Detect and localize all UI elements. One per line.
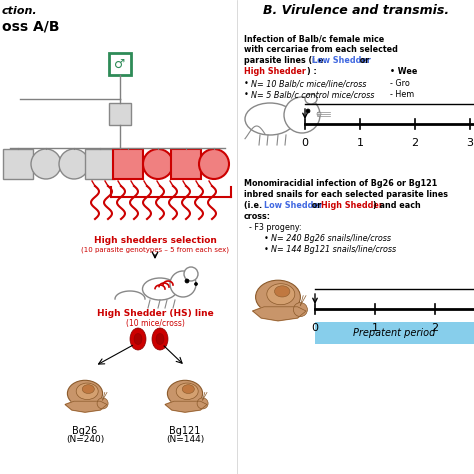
Ellipse shape: [255, 280, 301, 314]
Text: ction.: ction.: [2, 6, 37, 16]
Text: ♂: ♂: [114, 57, 126, 71]
Text: Bg26: Bg26: [73, 426, 98, 436]
Circle shape: [31, 149, 61, 179]
Text: B. Virulence and transmis.: B. Virulence and transmis.: [263, 4, 449, 17]
FancyBboxPatch shape: [315, 322, 474, 344]
FancyBboxPatch shape: [109, 53, 131, 75]
Text: Low Shedder: Low Shedder: [264, 201, 323, 210]
Ellipse shape: [167, 380, 202, 407]
Text: - Hem: - Hem: [390, 90, 414, 99]
Ellipse shape: [67, 380, 102, 407]
Polygon shape: [165, 401, 207, 412]
FancyBboxPatch shape: [85, 149, 115, 179]
Text: Monomiracidial infection of Bg26 or Bg121: Monomiracidial infection of Bg26 or Bg12…: [244, 179, 437, 188]
Circle shape: [184, 267, 198, 281]
Circle shape: [97, 398, 108, 409]
Circle shape: [194, 283, 198, 285]
Ellipse shape: [143, 278, 177, 300]
Text: inbred snails for each selected parasite lines: inbred snails for each selected parasite…: [244, 190, 448, 199]
Ellipse shape: [182, 385, 194, 393]
Text: •: •: [264, 234, 269, 243]
Text: N= 144 Bg121 snails/line/cross: N= 144 Bg121 snails/line/cross: [271, 245, 396, 254]
Text: 2: 2: [431, 323, 438, 333]
Text: (10 parasite genotypes – 5 from each sex): (10 parasite genotypes – 5 from each sex…: [81, 246, 229, 253]
Text: High Shedder (HS) line: High Shedder (HS) line: [97, 309, 213, 318]
Text: 0: 0: [311, 323, 319, 333]
Ellipse shape: [82, 385, 94, 393]
Text: parasite lines (i.e.: parasite lines (i.e.: [244, 56, 329, 65]
Circle shape: [185, 279, 189, 283]
Ellipse shape: [176, 383, 198, 400]
Text: N= 10 Balb/c mice/line/cross: N= 10 Balb/c mice/line/cross: [251, 79, 366, 88]
Text: Low Shedder: Low Shedder: [312, 56, 371, 65]
Text: ) :: ) :: [307, 67, 317, 76]
Text: cross:: cross:: [244, 212, 271, 221]
Text: with cercariae from each selected: with cercariae from each selected: [244, 45, 398, 54]
Text: •: •: [244, 79, 249, 88]
Text: N= 5 Balb/c control mice/cross: N= 5 Balb/c control mice/cross: [251, 90, 374, 99]
Text: High Shedder: High Shedder: [321, 201, 383, 210]
Circle shape: [170, 271, 196, 297]
Text: - F3 progeny:: - F3 progeny:: [249, 223, 301, 232]
Text: N= 240 Bg26 snails/line/cross: N= 240 Bg26 snails/line/cross: [271, 234, 391, 243]
Ellipse shape: [76, 383, 98, 400]
Circle shape: [317, 112, 321, 116]
Ellipse shape: [305, 94, 317, 104]
Ellipse shape: [134, 334, 142, 345]
FancyBboxPatch shape: [171, 149, 201, 179]
Text: (10 mice/cross): (10 mice/cross): [126, 319, 184, 328]
Text: •: •: [264, 245, 269, 254]
Text: (N=240): (N=240): [66, 435, 104, 444]
Text: •: •: [244, 90, 249, 99]
Text: Infection of Balb/c female mice: Infection of Balb/c female mice: [244, 34, 384, 43]
Ellipse shape: [152, 328, 168, 350]
Text: (i.e.: (i.e.: [244, 201, 265, 210]
Text: oss A/B: oss A/B: [2, 19, 60, 33]
Ellipse shape: [245, 103, 295, 135]
Text: 2: 2: [411, 138, 419, 148]
Text: High Shedder: High Shedder: [244, 67, 306, 76]
Text: - Gro: - Gro: [390, 79, 410, 88]
Circle shape: [306, 109, 310, 113]
Text: Bg121: Bg121: [169, 426, 201, 436]
FancyBboxPatch shape: [109, 103, 131, 125]
Text: 1: 1: [356, 138, 364, 148]
Text: 1: 1: [372, 323, 379, 333]
FancyBboxPatch shape: [113, 149, 143, 179]
Polygon shape: [253, 307, 306, 321]
Text: Prepatent period: Prepatent period: [353, 328, 436, 338]
Text: • Wee: • Wee: [390, 67, 418, 76]
Text: ) and each: ) and each: [373, 201, 421, 210]
FancyBboxPatch shape: [3, 149, 33, 179]
Circle shape: [293, 302, 308, 317]
Circle shape: [59, 149, 89, 179]
Circle shape: [284, 97, 320, 133]
Text: 3: 3: [466, 138, 474, 148]
Circle shape: [197, 398, 208, 409]
Text: or: or: [357, 56, 369, 65]
Ellipse shape: [274, 286, 290, 297]
Text: 0: 0: [301, 138, 309, 148]
Circle shape: [199, 149, 229, 179]
Text: or: or: [309, 201, 324, 210]
Ellipse shape: [156, 334, 164, 345]
Text: High shedders selection: High shedders selection: [93, 236, 217, 245]
Circle shape: [143, 149, 173, 179]
Ellipse shape: [130, 328, 146, 350]
Ellipse shape: [267, 284, 295, 305]
Text: (N=144): (N=144): [166, 435, 204, 444]
Polygon shape: [65, 401, 107, 412]
